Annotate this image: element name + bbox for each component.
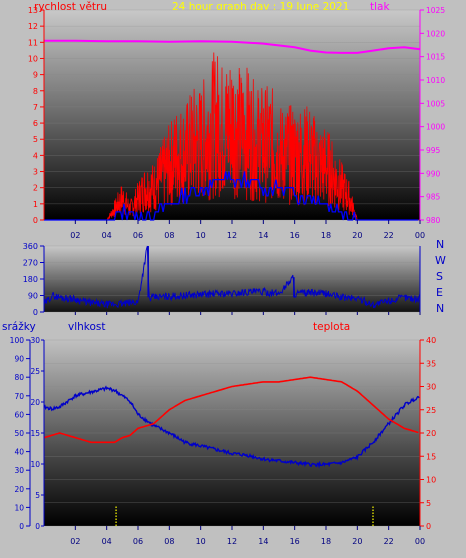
pressure-y-tick-label: 1020 (426, 29, 445, 38)
wind-x-tick-label: 18 (321, 231, 331, 240)
pressure-y-tick-label: 1010 (426, 76, 445, 85)
wind-x-tick-label: 08 (164, 231, 174, 240)
wind-y-tick-label: 6 (33, 119, 38, 128)
temperature-line (43, 376, 419, 444)
rain-y-tick-label: 70 (14, 392, 24, 401)
direction-y-tick-label: 90 (28, 292, 38, 301)
direction-series (43, 245, 421, 309)
temperature-y-tick-label: 10 (426, 476, 436, 485)
pressure-y-tick-label: 980 (426, 216, 441, 225)
rain-y-tick-label: 90 (14, 355, 24, 364)
wind-y-tick-label: 9 (33, 71, 38, 80)
wind-y-tick-label: 10 (28, 54, 38, 63)
humidity-y-tick-label: 25 (30, 367, 40, 376)
wind-y-tick-label: 11 (28, 38, 38, 47)
compass-label: W (435, 254, 446, 267)
temperature-y-tick-label: 25 (426, 406, 436, 415)
wind-y-tick-label: 5 (33, 135, 38, 144)
humidity-line (43, 385, 420, 469)
rain-y-tick-label: 20 (14, 485, 24, 494)
wind-y-tick-label: 7 (33, 103, 38, 112)
wind-x-tick-label: 20 (352, 231, 362, 240)
wind-direction-line (43, 245, 421, 309)
axes: 0123456789101112139809859909951000100510… (10, 6, 446, 546)
pressure-y-tick-label: 1015 (426, 53, 445, 62)
wind-y-tick-label: 3 (33, 168, 38, 177)
wind-x-tick-label: 02 (70, 231, 80, 240)
wind-y-tick-label: 4 (33, 151, 38, 160)
wind-x-tick-label: 16 (290, 231, 300, 240)
temperature-y-tick-label: 15 (426, 452, 436, 461)
rain-y-tick-label: 30 (14, 466, 24, 475)
temperature-y-tick-label: 20 (426, 429, 436, 438)
compass-label: E (436, 286, 443, 299)
wind-y-tick-label: 13 (28, 6, 38, 15)
humidity-y-tick-label: 30 (30, 336, 40, 345)
wind-x-tick-label: 14 (258, 231, 268, 240)
rain-y-tick-label: 100 (10, 336, 25, 345)
wind-x-tick-label: 12 (227, 231, 237, 240)
direction-y-tick-label: 360 (23, 242, 38, 251)
temp-x-tick-label: 02 (70, 537, 80, 546)
humidity-y-tick-label: 0 (35, 522, 40, 531)
temperature-y-tick-label: 30 (426, 383, 436, 392)
wind-x-tick-label: 10 (196, 231, 206, 240)
wind-y-tick-label: 0 (33, 216, 38, 225)
temp-x-tick-label: 20 (352, 537, 362, 546)
temp-x-tick-label: 18 (321, 537, 331, 546)
direction-y-tick-label: 0 (33, 308, 38, 317)
temp-hum-series (43, 376, 420, 526)
direction-y-tick-label: 270 (23, 259, 38, 268)
rain-axis-label: srážky (2, 321, 36, 333)
temperature-y-tick-label: 40 (426, 336, 436, 345)
pressure-y-tick-label: 1025 (426, 6, 445, 15)
temp-x-tick-label: 12 (227, 537, 237, 546)
temp-x-tick-label: 08 (164, 537, 174, 546)
temp-x-tick-label: 04 (102, 537, 112, 546)
compass-labels: N W S E N (435, 238, 446, 315)
wind-y-tick-label: 1 (33, 200, 38, 209)
pressure-y-tick-label: 1000 (426, 123, 445, 132)
wind-y-tick-label: 12 (28, 22, 38, 31)
temp-x-tick-label: 22 (384, 537, 394, 546)
wind-y-tick-label: 2 (33, 184, 38, 193)
temp-x-tick-label: 06 (133, 537, 143, 546)
rain-y-tick-label: 60 (14, 410, 24, 419)
pressure-y-tick-label: 1005 (426, 99, 445, 108)
direction-y-tick-label: 180 (23, 275, 38, 284)
temp-x-tick-label: 10 (196, 537, 206, 546)
pressure-y-tick-label: 990 (426, 169, 441, 178)
temperature-axis-label: teplota (313, 321, 350, 333)
wind-y-tick-label: 8 (33, 87, 38, 96)
wind-x-tick-label: 04 (102, 231, 112, 240)
temp-x-tick-label: 00 (415, 537, 425, 546)
humidity-y-tick-label: 15 (30, 429, 40, 438)
pressure-line (44, 39, 421, 54)
wind-x-tick-label: 00 (415, 231, 425, 240)
rain-y-tick-label: 80 (14, 373, 24, 382)
rain-y-tick-label: 10 (14, 503, 24, 512)
pressure-y-tick-label: 985 (426, 193, 441, 202)
temp-x-tick-label: 14 (258, 537, 268, 546)
compass-label: S (436, 270, 443, 283)
humidity-axis-label: vlhkost (68, 321, 106, 333)
temp-x-tick-label: 16 (290, 537, 300, 546)
compass-label: N (436, 302, 444, 315)
wind-x-tick-label: 22 (384, 231, 394, 240)
humidity-y-tick-label: 5 (35, 491, 40, 500)
temperature-y-tick-label: 0 (426, 522, 431, 531)
temperature-y-tick-label: 5 (426, 499, 431, 508)
rain-y-tick-label: 50 (14, 429, 24, 438)
rain-y-tick-label: 0 (19, 522, 24, 531)
wind-x-tick-label: 06 (133, 231, 143, 240)
pressure-y-tick-label: 995 (426, 146, 441, 155)
rain-y-tick-label: 40 (14, 448, 24, 457)
humidity-y-tick-label: 20 (30, 398, 40, 407)
temperature-y-tick-label: 35 (426, 359, 436, 368)
humidity-y-tick-label: 10 (30, 460, 40, 469)
compass-label: N (436, 238, 444, 251)
